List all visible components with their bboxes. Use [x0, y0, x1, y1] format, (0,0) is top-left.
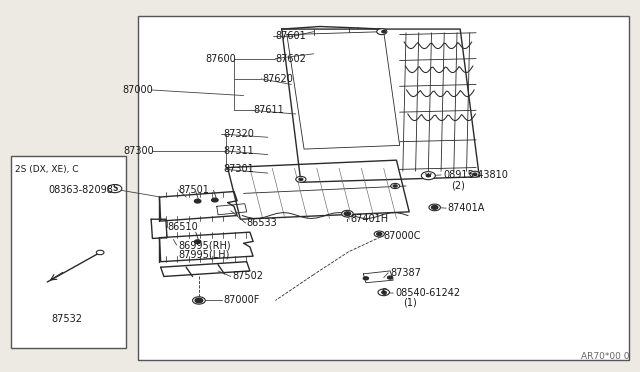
Circle shape: [473, 173, 477, 175]
Text: 87000C: 87000C: [384, 231, 421, 241]
Circle shape: [377, 232, 382, 235]
Circle shape: [426, 174, 430, 177]
Text: 87000F: 87000F: [223, 295, 259, 305]
Text: W: W: [425, 173, 432, 178]
Circle shape: [108, 185, 122, 193]
Text: (1): (1): [403, 297, 417, 307]
Circle shape: [429, 204, 440, 211]
Circle shape: [299, 178, 303, 180]
Circle shape: [364, 277, 369, 280]
Text: 87401H: 87401H: [351, 214, 388, 224]
Text: 87401A: 87401A: [447, 203, 485, 213]
Text: 87300: 87300: [124, 146, 154, 156]
Circle shape: [377, 29, 387, 35]
Circle shape: [195, 240, 201, 244]
Text: 87602: 87602: [275, 54, 307, 64]
Circle shape: [388, 276, 393, 279]
Circle shape: [378, 289, 390, 296]
Bar: [11, 157, 125, 349]
Text: 87502: 87502: [232, 272, 263, 282]
Circle shape: [374, 231, 385, 237]
Circle shape: [382, 31, 386, 33]
Circle shape: [212, 198, 218, 202]
Text: 87000: 87000: [122, 85, 153, 95]
Circle shape: [296, 176, 306, 182]
Circle shape: [193, 297, 205, 304]
Bar: [138, 16, 629, 359]
Text: S: S: [381, 288, 387, 297]
Circle shape: [97, 250, 104, 255]
Text: 86533: 86533: [246, 218, 278, 228]
Circle shape: [421, 171, 435, 180]
Circle shape: [342, 211, 353, 217]
Text: 87995(LH): 87995(LH): [179, 249, 230, 259]
Text: 87501: 87501: [179, 185, 209, 195]
Text: 08540-61242: 08540-61242: [395, 288, 460, 298]
Circle shape: [470, 171, 480, 177]
Text: 2S (DX, XE), C: 2S (DX, XE), C: [15, 165, 79, 174]
Text: 87301: 87301: [223, 164, 254, 174]
Text: 87600: 87600: [205, 54, 236, 64]
Circle shape: [195, 298, 203, 303]
Text: 87620: 87620: [262, 74, 294, 84]
Text: AR70*00 0: AR70*00 0: [580, 352, 629, 361]
Text: 86995(RH): 86995(RH): [179, 240, 231, 250]
Circle shape: [344, 212, 351, 215]
Text: 08915-43810: 08915-43810: [443, 170, 508, 180]
Text: 87611: 87611: [253, 105, 284, 115]
Text: 87311: 87311: [223, 146, 254, 156]
Circle shape: [391, 183, 399, 189]
Text: S: S: [112, 184, 118, 193]
Circle shape: [195, 199, 201, 203]
Text: 87601: 87601: [275, 32, 306, 41]
Text: 08363-82098: 08363-82098: [48, 185, 113, 195]
Circle shape: [394, 185, 397, 187]
Text: 87320: 87320: [223, 129, 254, 139]
Text: 87387: 87387: [390, 268, 421, 278]
Text: (2): (2): [451, 181, 465, 191]
Text: 86510: 86510: [167, 222, 198, 232]
Circle shape: [382, 291, 386, 294]
Text: 87532: 87532: [52, 314, 83, 324]
Circle shape: [431, 206, 438, 209]
